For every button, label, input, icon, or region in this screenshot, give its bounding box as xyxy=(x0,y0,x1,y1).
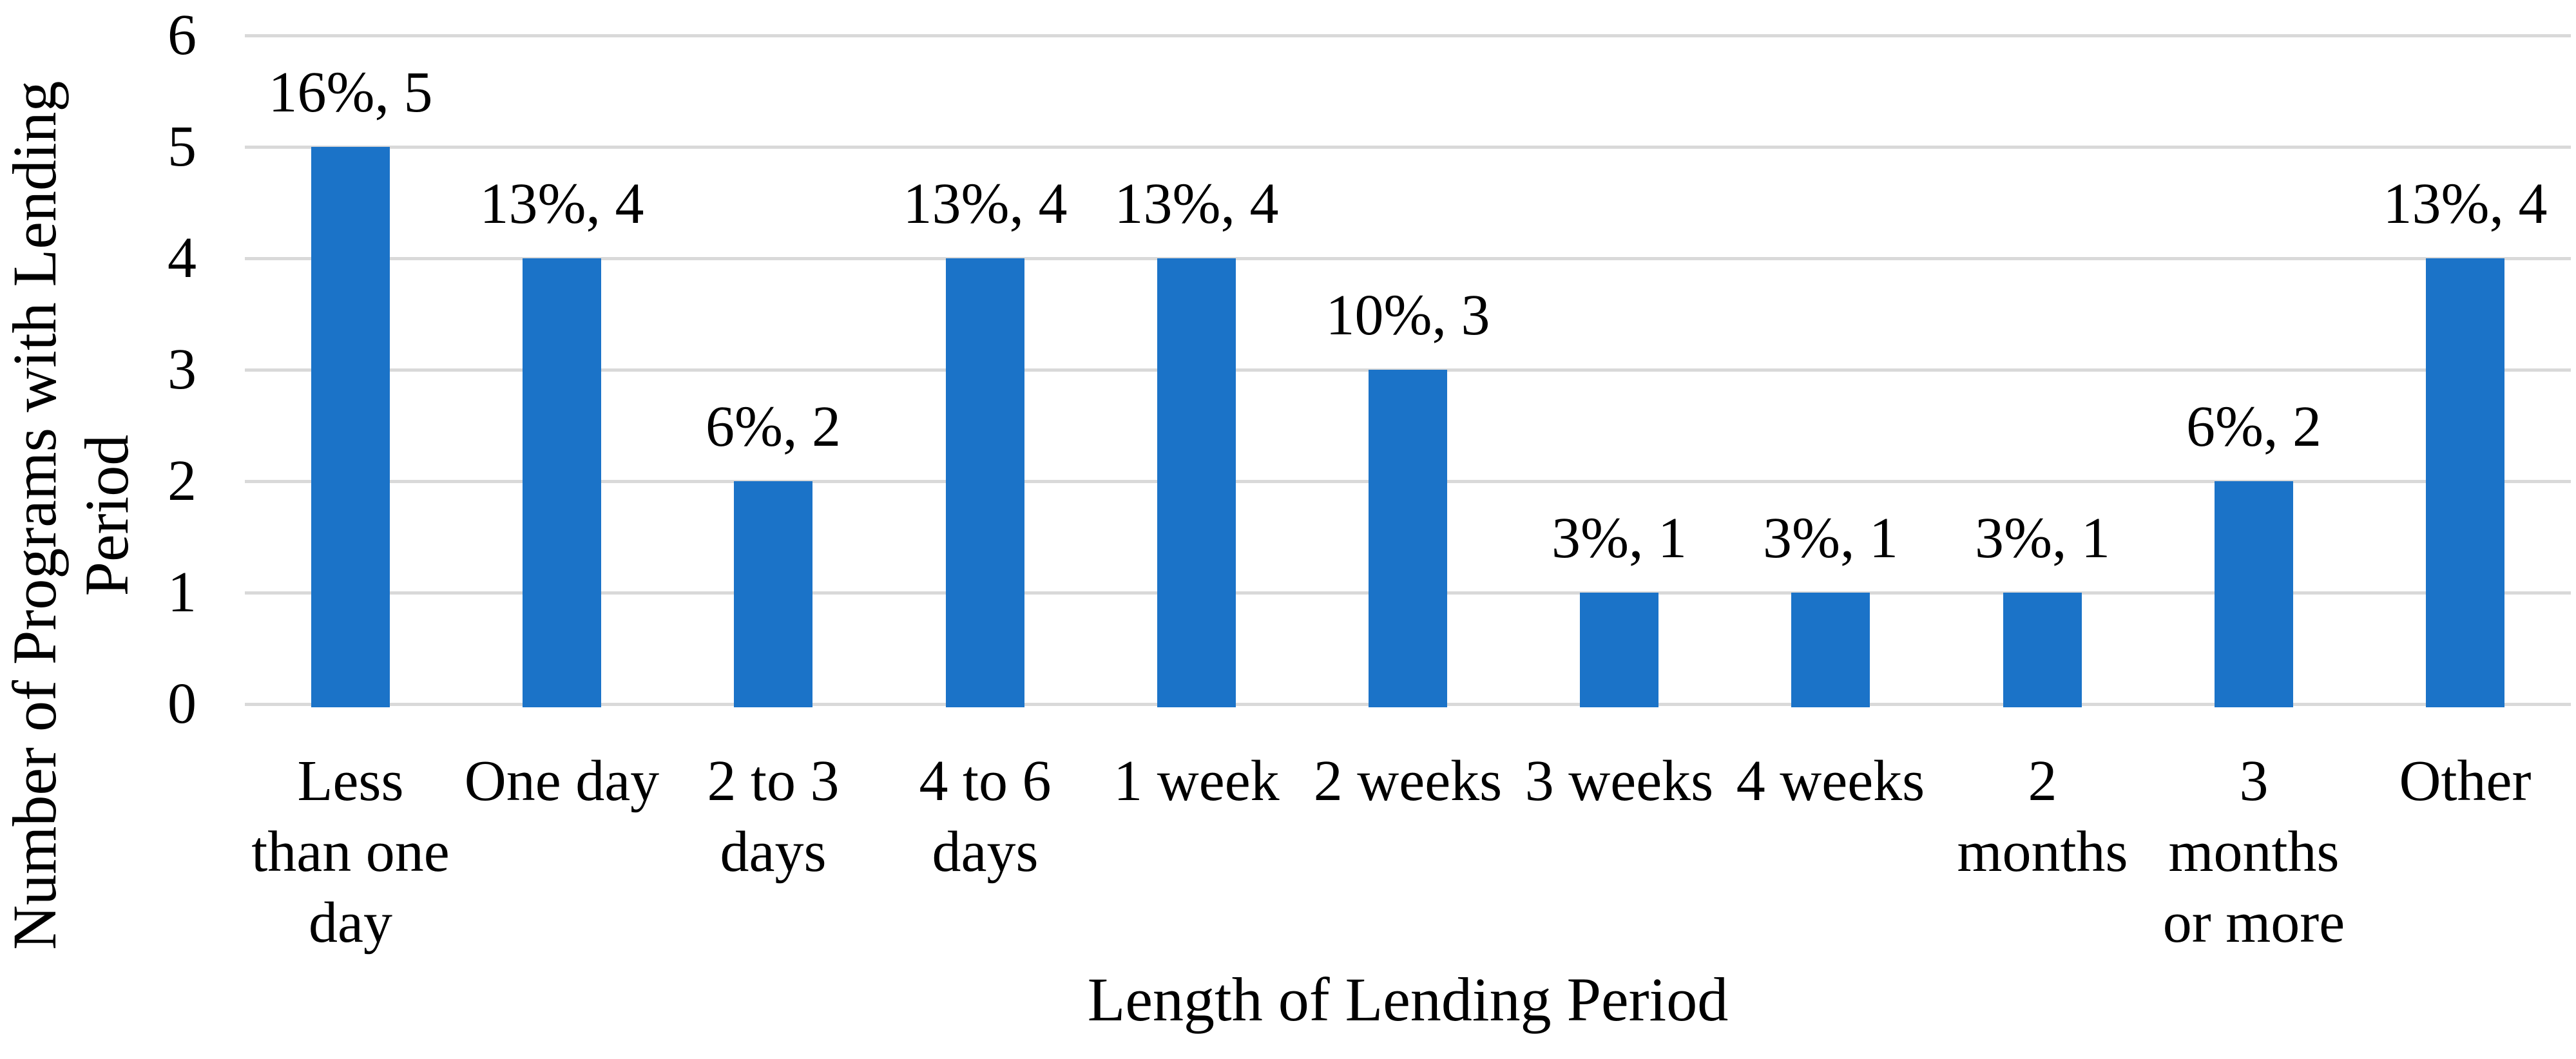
bar-value-label-7: 3%, 1 xyxy=(1552,506,1687,570)
x-category-label-4: 4 to 6 days xyxy=(919,749,1052,884)
bar-1 xyxy=(311,147,390,707)
x-category-label-8: 4 weeks xyxy=(1736,749,1925,813)
bar-value-label-2: 13%, 4 xyxy=(479,172,644,236)
y-tick-label-1: 1 xyxy=(168,560,197,624)
bar-value-label-5: 13%, 4 xyxy=(1114,172,1279,236)
bar-3 xyxy=(734,481,812,707)
x-category-label-10: 3 months or more xyxy=(2162,749,2345,955)
bar-10 xyxy=(2215,481,2293,707)
bar-value-label-10: 6%, 2 xyxy=(2186,395,2321,459)
bar-9 xyxy=(2003,593,2082,707)
gridline-y-6 xyxy=(245,34,2571,37)
x-category-label-3: 2 to 3 days xyxy=(707,749,840,884)
y-tick-label-0: 0 xyxy=(168,672,197,736)
bar-2 xyxy=(523,258,601,707)
bar-6 xyxy=(1369,370,1447,707)
bar-5 xyxy=(1157,258,1236,707)
gridline-y-4 xyxy=(245,257,2571,260)
x-category-label-9: 2 months xyxy=(1957,749,2128,884)
x-axis-title: Length of Lending Period xyxy=(1087,965,1729,1034)
x-category-label-2: One day xyxy=(464,749,660,813)
bar-value-label-9: 3%, 1 xyxy=(1975,506,2110,570)
bar-7 xyxy=(1580,593,1658,707)
bar-value-label-6: 10%, 3 xyxy=(1325,283,1490,347)
y-tick-label-5: 5 xyxy=(168,115,197,178)
bar-value-label-4: 13%, 4 xyxy=(903,172,1068,236)
y-tick-label-6: 6 xyxy=(168,3,197,67)
y-tick-label-3: 3 xyxy=(168,338,197,401)
bar-4 xyxy=(946,258,1024,707)
y-tick-label-4: 4 xyxy=(168,226,197,290)
bar-value-label-3: 6%, 2 xyxy=(706,395,841,459)
x-category-label-1: Less than one day xyxy=(251,749,450,955)
y-tick-label-2: 2 xyxy=(168,449,197,513)
x-category-label-5: 1 week xyxy=(1113,749,1280,813)
x-category-label-7: 3 weeks xyxy=(1524,749,1714,813)
y-axis-title-line-1: Number of Programs with Lending xyxy=(0,81,69,950)
x-category-label-6: 2 weeks xyxy=(1313,749,1503,813)
x-category-label-11: Other xyxy=(2399,749,2532,813)
gridline-y-5 xyxy=(245,146,2571,149)
bar-8 xyxy=(1791,593,1870,707)
bar-value-label-1: 16%, 5 xyxy=(268,61,433,124)
bar-value-label-11: 13%, 4 xyxy=(2383,172,2548,236)
bar-value-label-8: 3%, 1 xyxy=(1763,506,1898,570)
bar-11 xyxy=(2426,258,2504,707)
